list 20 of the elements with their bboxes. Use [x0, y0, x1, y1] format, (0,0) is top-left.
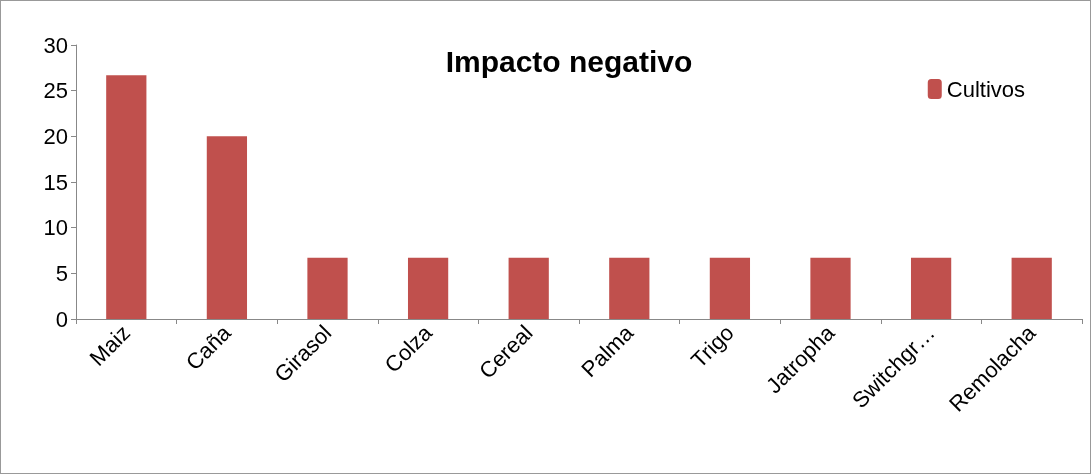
x-tick-label: Trigo [686, 320, 739, 373]
bar [1011, 257, 1052, 319]
bar [810, 257, 851, 319]
bar [609, 257, 650, 319]
y-tick-label: 30 [43, 32, 68, 58]
bar [709, 257, 751, 319]
y-tick-label: 5 [55, 260, 68, 286]
bar [206, 136, 248, 319]
y-tick-label: 25 [43, 78, 68, 104]
bar [106, 75, 147, 319]
bar [910, 257, 952, 319]
y-tick-label: 0 [55, 306, 68, 332]
bar [508, 257, 549, 319]
y-tick-label: 20 [43, 123, 68, 149]
bar [407, 257, 449, 319]
y-tick-label: 10 [43, 215, 68, 241]
legend-label: Cultivos [946, 76, 1025, 102]
chart-title: Impacto negativo [445, 44, 693, 78]
y-tick-label: 15 [43, 169, 68, 195]
bar [307, 257, 348, 319]
